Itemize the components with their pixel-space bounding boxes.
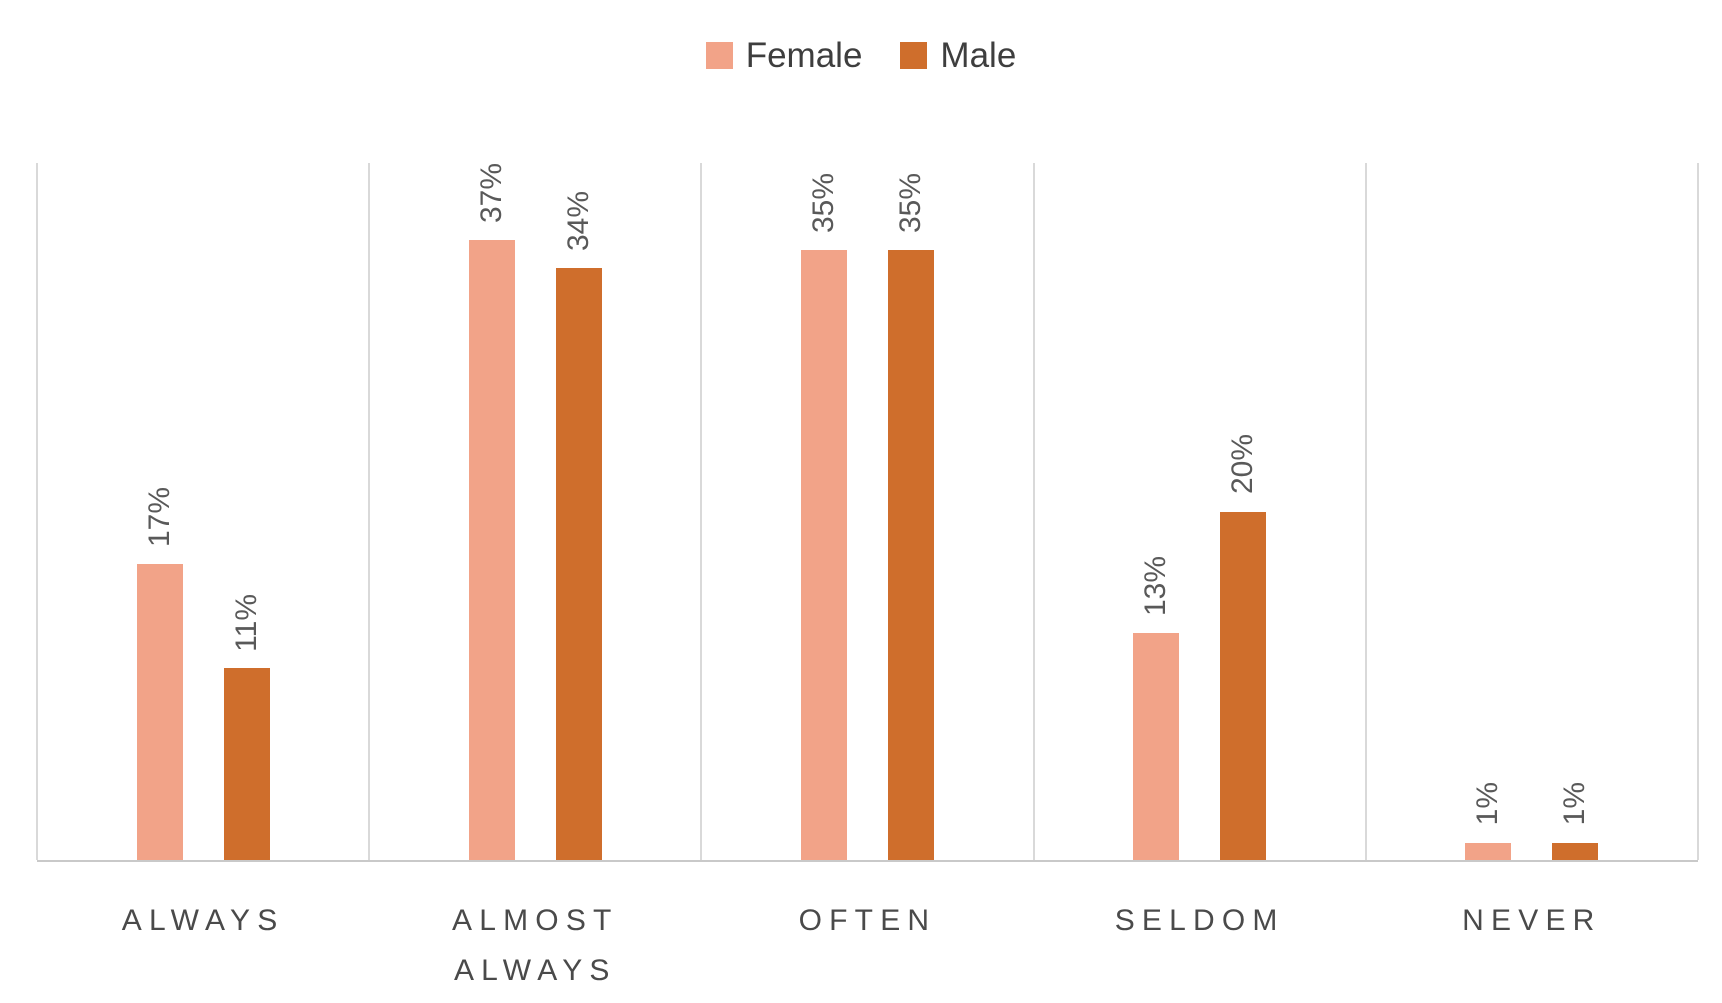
category-group-never: 1% 1% [1366, 163, 1698, 860]
vertical-gridline [368, 163, 371, 860]
bar-value-label: 35% [806, 173, 840, 234]
bar-column-female-seldom: 13% [1133, 163, 1180, 860]
category-label-almost-always: ALMOST ALWAYS [452, 904, 619, 987]
bar-male-often [887, 250, 934, 860]
legend-swatch-icon [705, 42, 733, 69]
bar-female-never [1465, 842, 1512, 860]
vertical-gridline [1364, 163, 1367, 860]
bar-value-label: 37% [474, 163, 508, 224]
vertical-gridline [700, 163, 703, 860]
bar-column-male-always: 11% [223, 163, 270, 860]
legend-label: Male [940, 36, 1017, 75]
bar-column-female-almost-always: 37% [468, 163, 515, 860]
bar-column-male-seldom: 20% [1220, 163, 1267, 860]
category-group-seldom: 13% 20% [1034, 163, 1366, 860]
legend-item-male: Male [900, 38, 1016, 73]
bar-value-label: 35% [893, 173, 927, 234]
x-axis-labels: ALWAYS ALMOST ALWAYS OFTEN SELDOM NEVER [37, 896, 1698, 995]
chart-legend: Female Male [0, 38, 1722, 73]
bar-column-female-never: 1% [1465, 163, 1512, 860]
bar-female-always [136, 563, 183, 860]
bar-column-male-never: 1% [1552, 163, 1599, 860]
bar-value-label: 13% [1139, 556, 1173, 617]
category-label-seldom: SELDOM [1114, 904, 1285, 937]
category-group-often: 35% 35% [701, 163, 1033, 860]
x-axis-cell-often: OFTEN [701, 896, 1033, 995]
category-group-always: 17% 11% [37, 163, 369, 860]
bar-value-label: 11% [229, 593, 263, 652]
bar-column-female-often: 35% [800, 163, 847, 860]
plot-area: 17% 11% 37% 34% 35% 35% 13% 20% 1% 1% [36, 163, 1699, 862]
legend-label: Female [745, 36, 863, 75]
legend-item-female: Female [705, 36, 863, 75]
x-axis-cell-never: NEVER [1366, 896, 1698, 995]
category-group-almost-always: 37% 34% [369, 163, 701, 860]
bar-female-almost-always [468, 240, 515, 860]
bar-female-often [800, 250, 847, 860]
x-axis-cell-always: ALWAYS [37, 896, 369, 995]
x-axis-cell-seldom: SELDOM [1034, 896, 1366, 995]
bar-column-female-always: 17% [136, 163, 183, 860]
bar-female-seldom [1133, 633, 1180, 860]
bar-male-never [1552, 842, 1599, 860]
bar-male-seldom [1220, 511, 1267, 860]
category-label-often: OFTEN [798, 904, 937, 937]
category-label-always: ALWAYS [121, 904, 285, 937]
category-label-never: NEVER [1462, 904, 1602, 937]
vertical-gridline [1697, 163, 1699, 860]
bar-male-almost-always [555, 267, 602, 860]
bar-value-label: 17% [142, 486, 176, 547]
bar-column-male-often: 35% [887, 163, 934, 860]
bar-column-male-almost-always: 34% [555, 163, 602, 860]
vertical-gridline [1032, 163, 1035, 860]
bar-value-label: 20% [1226, 434, 1260, 495]
x-axis-cell-almost-always: ALMOST ALWAYS [369, 896, 701, 995]
vertical-gridline [36, 163, 38, 860]
bar-value-label: 1% [1471, 782, 1505, 826]
bar-value-label: 34% [561, 190, 595, 251]
bar-value-label: 1% [1558, 782, 1592, 826]
bar-male-always [223, 668, 270, 860]
legend-swatch-icon [900, 42, 928, 69]
